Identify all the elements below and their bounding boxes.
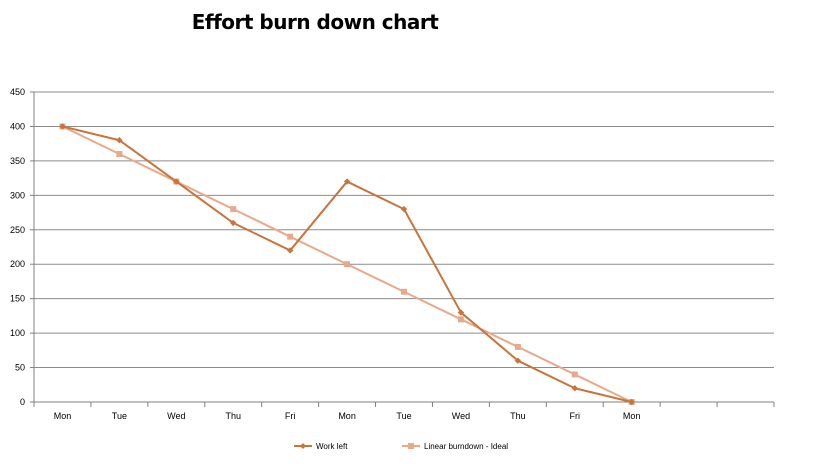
y-tick-label: 300 (10, 190, 25, 200)
data-point-linear-burndown-ideal (287, 233, 294, 240)
y-tick-label: 50 (15, 363, 25, 373)
y-tick-label: 200 (10, 259, 25, 269)
y-tick-label: 150 (10, 294, 25, 304)
x-tick-label: Thu (225, 411, 241, 421)
data-point-work-left (400, 205, 408, 213)
series-layer (59, 123, 635, 406)
grid-lines (30, 91, 775, 407)
x-tick-label: Tue (112, 411, 127, 421)
x-tick-label: Tue (396, 411, 411, 421)
data-point-linear-burndown-ideal (401, 288, 407, 295)
data-point-work-left (286, 247, 294, 254)
y-tick-label: 450 (10, 87, 25, 97)
x-tick-label: Mon (623, 411, 641, 421)
data-point-work-left (173, 178, 180, 185)
x-tick-label: Fri (570, 411, 581, 421)
legend: Work left Linear burndown - Ideal (294, 442, 508, 451)
data-point-work-left (514, 357, 522, 364)
y-tick-label: 250 (10, 225, 25, 235)
y-tick-label: 400 (10, 121, 25, 131)
y-axis-ticks: 0 50 100 150 200 250 300 350 400 450 (10, 87, 25, 407)
data-point-work-left (571, 385, 578, 392)
y-tick-label: 0 (20, 397, 25, 407)
data-point-work-left (59, 123, 66, 130)
x-tick-label: Mon (338, 411, 356, 421)
data-point-linear-burndown-ideal (116, 151, 123, 157)
data-point-work-left (116, 137, 123, 144)
legend-label: Work left (316, 442, 348, 451)
legend-marker-diamond (300, 443, 306, 449)
y-tick-label: 350 (10, 156, 25, 166)
data-point-work-left (628, 398, 635, 406)
data-point-linear-burndown-ideal (571, 371, 578, 378)
data-point-work-left (457, 309, 465, 316)
x-tick-label: Thu (510, 411, 526, 421)
x-tick-label: Mon (54, 411, 72, 421)
y-tick-label: 100 (10, 328, 25, 338)
legend-label: Linear burndown - Ideal (424, 442, 508, 451)
legend-marker-square (408, 443, 414, 449)
x-tick-label: Fri (285, 411, 296, 421)
x-tick-label: Wed (167, 411, 185, 421)
data-point-linear-burndown-ideal (514, 343, 521, 350)
data-point-work-left (230, 219, 237, 227)
chart-title: Effort burn down chart (191, 10, 439, 34)
data-point-linear-burndown-ideal (344, 261, 351, 268)
data-point-linear-burndown-ideal (457, 316, 464, 323)
data-point-linear-burndown-ideal (230, 206, 237, 213)
x-tick-label: Wed (452, 411, 470, 421)
x-axis-ticks: Mon Tue Wed Thu Fri Mon Tue Wed Thu Fri Mon (54, 411, 641, 421)
data-point-work-left (343, 178, 351, 185)
